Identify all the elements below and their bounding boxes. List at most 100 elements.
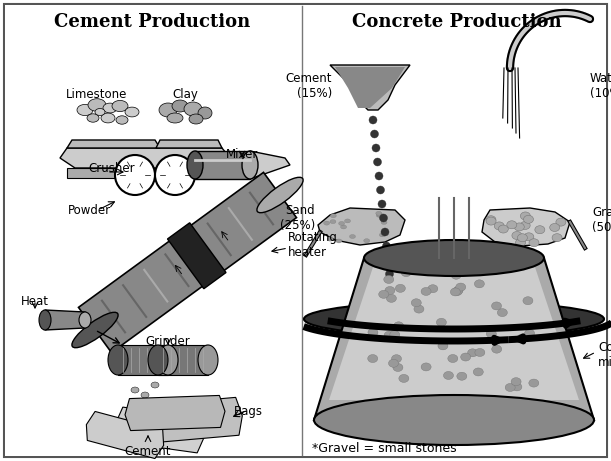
Ellipse shape (304, 301, 604, 337)
Bar (195, 151, 250, 179)
Ellipse shape (395, 284, 405, 292)
Ellipse shape (187, 151, 203, 179)
Ellipse shape (115, 155, 155, 195)
Polygon shape (318, 208, 405, 245)
Text: Bags: Bags (233, 405, 263, 418)
Ellipse shape (79, 312, 91, 328)
Polygon shape (148, 397, 243, 443)
Polygon shape (167, 223, 226, 289)
Ellipse shape (529, 218, 538, 226)
Ellipse shape (505, 384, 515, 391)
Ellipse shape (77, 104, 93, 116)
Ellipse shape (381, 228, 389, 236)
Ellipse shape (367, 239, 373, 243)
Ellipse shape (515, 245, 525, 253)
Polygon shape (482, 208, 570, 246)
Ellipse shape (399, 374, 409, 383)
Ellipse shape (393, 322, 404, 330)
Text: Clay: Clay (172, 88, 198, 101)
Ellipse shape (557, 238, 566, 246)
Ellipse shape (331, 231, 337, 235)
Ellipse shape (391, 217, 397, 220)
Ellipse shape (329, 234, 335, 238)
Ellipse shape (340, 234, 345, 238)
Ellipse shape (378, 235, 384, 239)
Ellipse shape (385, 287, 395, 295)
Ellipse shape (378, 215, 384, 219)
Ellipse shape (392, 355, 401, 363)
Text: Cement: Cement (125, 445, 171, 458)
Ellipse shape (198, 345, 218, 375)
Ellipse shape (436, 318, 447, 326)
Ellipse shape (493, 243, 503, 251)
Text: Sand
(25%): Sand (25%) (280, 204, 315, 232)
Ellipse shape (360, 216, 366, 220)
Ellipse shape (453, 286, 463, 295)
Ellipse shape (512, 383, 522, 391)
Ellipse shape (155, 155, 195, 195)
Ellipse shape (376, 219, 382, 223)
Ellipse shape (503, 227, 514, 235)
Ellipse shape (424, 248, 434, 257)
Bar (118, 345, 168, 375)
Ellipse shape (148, 345, 168, 375)
Ellipse shape (344, 217, 350, 221)
Ellipse shape (386, 270, 393, 278)
Polygon shape (329, 258, 579, 400)
Ellipse shape (421, 288, 431, 296)
Text: Water
(10%): Water (10%) (590, 72, 611, 100)
Ellipse shape (87, 114, 99, 122)
Ellipse shape (116, 116, 128, 124)
Ellipse shape (461, 353, 470, 361)
Polygon shape (314, 258, 594, 420)
Text: Gravel*
(50%): Gravel* (50%) (592, 206, 611, 234)
Text: Mixer: Mixer (226, 148, 258, 161)
Ellipse shape (375, 172, 383, 180)
Ellipse shape (448, 260, 458, 268)
Ellipse shape (103, 103, 117, 113)
Ellipse shape (457, 372, 467, 380)
Ellipse shape (394, 246, 404, 254)
Ellipse shape (452, 288, 462, 296)
Ellipse shape (172, 100, 188, 112)
Ellipse shape (491, 302, 502, 310)
Ellipse shape (492, 345, 502, 353)
Ellipse shape (378, 200, 386, 208)
Bar (158, 345, 208, 375)
Polygon shape (78, 172, 296, 353)
Ellipse shape (450, 288, 460, 296)
Ellipse shape (373, 158, 381, 166)
Polygon shape (156, 140, 222, 148)
Ellipse shape (198, 107, 212, 119)
Ellipse shape (376, 186, 384, 194)
Ellipse shape (475, 349, 485, 356)
Ellipse shape (339, 237, 345, 241)
Ellipse shape (486, 330, 496, 338)
Ellipse shape (536, 217, 547, 225)
Ellipse shape (516, 235, 526, 242)
Ellipse shape (389, 359, 398, 367)
Text: Rotating
heater: Rotating heater (288, 231, 338, 259)
Ellipse shape (489, 231, 499, 239)
Ellipse shape (448, 355, 458, 362)
Text: *Gravel = small stones: *Gravel = small stones (312, 442, 456, 455)
Text: Limestone: Limestone (67, 88, 128, 101)
Ellipse shape (379, 211, 386, 215)
Ellipse shape (480, 260, 490, 267)
Ellipse shape (382, 242, 390, 250)
Polygon shape (335, 67, 405, 108)
Ellipse shape (314, 395, 594, 445)
Ellipse shape (386, 295, 397, 302)
Ellipse shape (393, 363, 403, 372)
Ellipse shape (72, 312, 118, 348)
Ellipse shape (494, 263, 504, 271)
Ellipse shape (131, 387, 139, 393)
Ellipse shape (370, 130, 378, 138)
Ellipse shape (384, 331, 394, 339)
Ellipse shape (486, 240, 497, 248)
Ellipse shape (444, 372, 453, 379)
Ellipse shape (516, 334, 527, 343)
Ellipse shape (257, 177, 303, 213)
Ellipse shape (346, 236, 353, 241)
Ellipse shape (167, 113, 183, 123)
